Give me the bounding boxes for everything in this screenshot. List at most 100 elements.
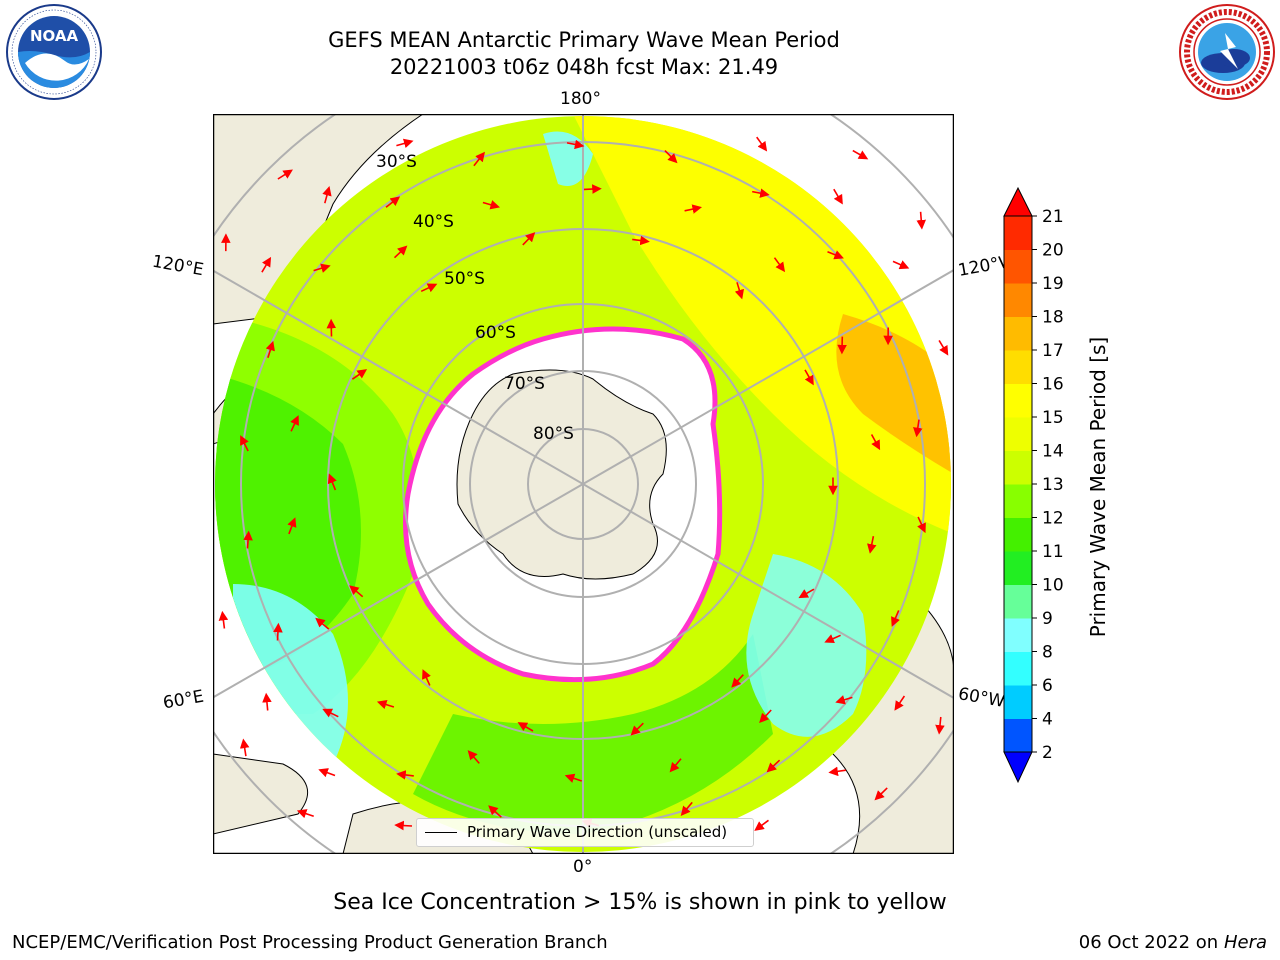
colorbar-tick-label: 12: [1042, 509, 1064, 529]
wave-direction-arrow: [891, 610, 900, 627]
colorbar-tick-label: 10: [1042, 576, 1064, 596]
wave-direction-arrow: [376, 699, 395, 710]
colorbar-segment: [1004, 350, 1032, 384]
colorbar-segment: [1004, 484, 1032, 518]
colorbar-segment: [1004, 551, 1032, 585]
wave-direction-arrow: [773, 257, 786, 273]
wave-direction-arrow: [583, 184, 602, 194]
wave-direction-arrow: [467, 750, 480, 764]
colorbar-segment: [1004, 685, 1032, 719]
wave-direction-arrow: [240, 435, 249, 452]
legend-line-sample: [425, 832, 457, 833]
wave-direction-arrow: [243, 530, 253, 549]
wave-direction-arrow: [351, 369, 368, 380]
wave-direction-arrow: [870, 434, 881, 451]
colorbar-tick-label: 16: [1042, 375, 1064, 395]
colorbar-tick-label: 8: [1042, 643, 1053, 663]
antarctic-wave-map: [212, 113, 955, 855]
wave-direction-arrow: [315, 617, 330, 630]
wave-direction-arrow: [917, 516, 926, 534]
footer-host: Hera: [1223, 932, 1267, 953]
colorbar-segment: [1004, 216, 1032, 250]
colorbar-tick-label: 6: [1042, 676, 1053, 696]
colorbar-tick-label: 13: [1042, 475, 1064, 495]
noaa-logo: NOAA: [5, 3, 103, 101]
legend-label: Primary Wave Direction (unscaled): [467, 823, 728, 841]
colorbar-tick-label: 19: [1042, 274, 1064, 294]
colorbar-tick-label: 11: [1042, 542, 1064, 562]
footer-date-text: 06 Oct 2022 on: [1078, 932, 1219, 953]
lon-label-0: 0°: [573, 857, 593, 877]
wave-direction-arrow: [265, 340, 275, 359]
wave-direction-arrow: [938, 339, 949, 356]
noaa-logo-text: NOAA: [30, 27, 79, 45]
lat-label-70s: 70°S: [504, 374, 545, 394]
wave-direction-arrow: [669, 758, 682, 773]
wave-direction-arrow: [766, 759, 781, 773]
wave-direction-arrow: [239, 738, 250, 757]
wave-direction-arrow: [913, 419, 923, 438]
wave-direction-arrow: [393, 245, 408, 259]
wave-direction-arrow: [734, 282, 744, 300]
wave-direction-arrow: [566, 139, 585, 150]
wave-direction-arrow: [396, 770, 414, 780]
wave-direction-arrow: [322, 185, 332, 204]
wave-direction-arrow: [892, 260, 910, 270]
wave-direction-arrow: [422, 669, 431, 686]
wave-direction-arrow: [482, 200, 501, 210]
footer-date: 06 Oct 2022 on Hera: [1079, 932, 1267, 953]
wave-direction-arrow: [290, 415, 299, 432]
wave-direction-arrow: [935, 716, 945, 735]
wave-direction-arrow: [322, 708, 339, 718]
wave-direction-arrow: [630, 722, 644, 736]
lat-label-30s: 30°S: [376, 152, 417, 172]
wave-direction-arrow: [488, 805, 502, 818]
lat-label-50s: 50°S: [444, 269, 485, 289]
wave-direction-arrow: [894, 695, 906, 711]
colorbar-under-triangle: [1003, 751, 1033, 784]
colorbar-segment: [1004, 283, 1032, 317]
colorbar-segment: [1004, 417, 1032, 451]
title-line-1: GEFS MEAN Antarctic Primary Wave Mean Pe…: [328, 28, 840, 52]
footer-credit: NCEP/EMC/Verification Post Processing Pr…: [12, 932, 608, 953]
wave-direction-arrow: [273, 622, 283, 641]
wave-direction-arrow: [632, 235, 650, 246]
colorbar-segment: [1004, 651, 1032, 686]
title-line-2: 20221003 t06z 048h fcst Max: 21.49: [389, 55, 779, 79]
wave-direction-arrow: [522, 232, 536, 246]
colorbar: 2 4 6 8 9 10 11 12 13 14 15 16 17 18 19 20 21: [996, 186, 1136, 786]
colorbar-tick-label: 18: [1042, 308, 1064, 328]
wave-direction-arrow: [804, 369, 814, 386]
wave-direction-arrow: [835, 695, 853, 705]
wave-direction-arrow: [824, 634, 841, 644]
colorbar-segment: [1004, 584, 1032, 619]
colorbar-over-triangle: [1003, 186, 1033, 217]
wave-direction-arrow: [664, 150, 678, 164]
lon-label-180: 180°: [560, 89, 601, 109]
wave-direction-arrow: [318, 768, 336, 778]
colorbar-tick-label: 20: [1042, 241, 1064, 261]
colorbar-segment: [1004, 517, 1032, 552]
colorbar-tick-label: 21: [1042, 207, 1064, 227]
wave-direction-arrow: [313, 263, 331, 273]
colorbar-tick-label: 17: [1042, 341, 1064, 361]
wave-direction-arrow: [564, 773, 582, 783]
wave-direction-arrow: [396, 138, 414, 149]
wave-direction-arrow: [759, 709, 772, 724]
wave-direction-arrow: [277, 169, 293, 180]
lat-label-60s: 60°S: [475, 323, 516, 343]
wave-direction-arrow: [420, 283, 438, 293]
colorbar-tick-label: 4: [1042, 710, 1053, 730]
wave-direction-arrow: [828, 766, 847, 777]
wave-direction-arrow: [218, 610, 229, 629]
wave-direction-arrow: [852, 149, 869, 160]
wave-direction-arrow: [798, 588, 815, 599]
wave-direction-arrow: [833, 188, 843, 205]
lon-label-120e: 120°E: [150, 251, 206, 281]
wave-direction-arrow: [261, 256, 272, 273]
wave-direction-arrow: [752, 188, 770, 198]
wave-direction-arrow: [731, 674, 744, 688]
lat-label-80s: 80°S: [533, 424, 574, 444]
wave-direction-arrow: [262, 692, 272, 711]
wave-direction-arrow: [473, 151, 485, 167]
